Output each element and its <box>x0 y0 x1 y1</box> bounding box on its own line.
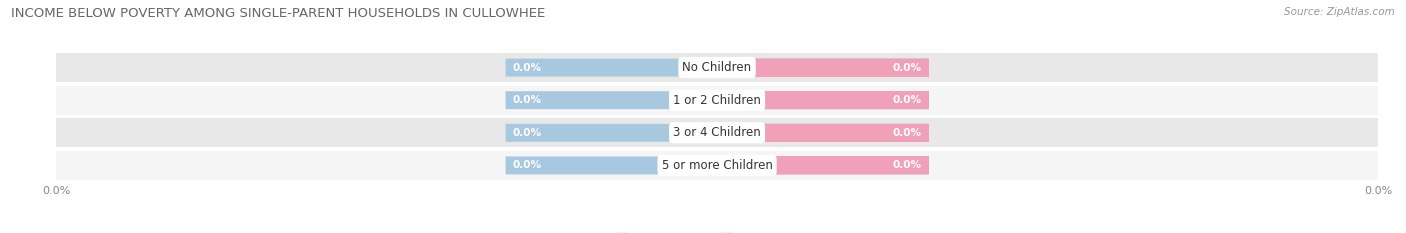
FancyBboxPatch shape <box>506 124 928 142</box>
Text: 1 or 2 Children: 1 or 2 Children <box>673 94 761 107</box>
FancyBboxPatch shape <box>56 86 1378 115</box>
Text: INCOME BELOW POVERTY AMONG SINGLE-PARENT HOUSEHOLDS IN CULLOWHEE: INCOME BELOW POVERTY AMONG SINGLE-PARENT… <box>11 7 546 20</box>
Text: 0.0%: 0.0% <box>893 161 922 170</box>
Text: 0.0%: 0.0% <box>512 63 541 72</box>
FancyBboxPatch shape <box>717 124 928 142</box>
Text: 0.0%: 0.0% <box>512 95 541 105</box>
FancyBboxPatch shape <box>717 157 928 175</box>
FancyBboxPatch shape <box>717 91 928 109</box>
Text: 3 or 4 Children: 3 or 4 Children <box>673 126 761 139</box>
Text: 0.0%: 0.0% <box>512 128 541 138</box>
Bar <box>717 58 928 76</box>
FancyBboxPatch shape <box>717 58 928 76</box>
Bar <box>717 91 928 109</box>
Text: Source: ZipAtlas.com: Source: ZipAtlas.com <box>1284 7 1395 17</box>
Text: 0.0%: 0.0% <box>512 161 541 170</box>
Text: 0.0%: 0.0% <box>893 63 922 72</box>
Bar <box>717 124 928 142</box>
Text: 0.0%: 0.0% <box>893 95 922 105</box>
FancyBboxPatch shape <box>56 118 1378 147</box>
Bar <box>717 157 928 174</box>
FancyBboxPatch shape <box>506 91 928 109</box>
FancyBboxPatch shape <box>56 151 1378 180</box>
FancyBboxPatch shape <box>56 53 1378 82</box>
Text: 0.0%: 0.0% <box>893 128 922 138</box>
FancyBboxPatch shape <box>506 157 928 175</box>
Legend: Single Father, Single Mother: Single Father, Single Mother <box>612 229 823 233</box>
Text: 5 or more Children: 5 or more Children <box>662 159 772 172</box>
FancyBboxPatch shape <box>506 58 928 76</box>
Text: No Children: No Children <box>682 61 752 74</box>
